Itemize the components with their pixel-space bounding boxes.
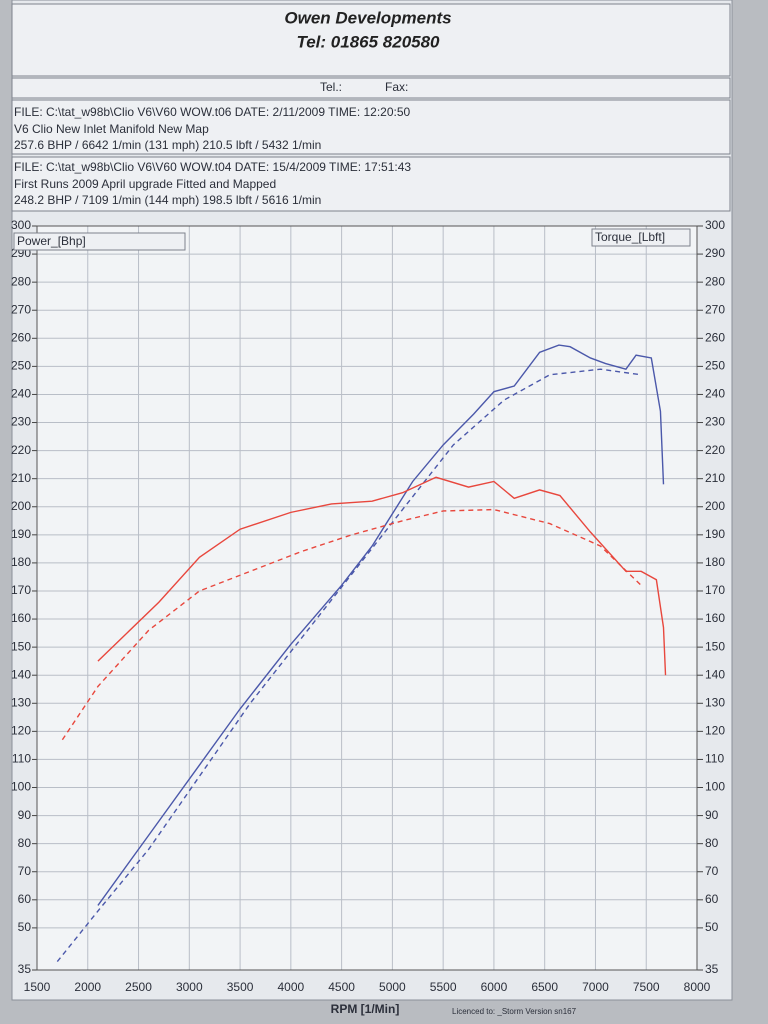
x-axis-label: RPM [1/Min] — [331, 1002, 400, 1016]
y2-tick-label: 50 — [705, 920, 719, 934]
y2-tick-label: 80 — [705, 836, 719, 850]
y2-tick-label: 180 — [705, 555, 725, 569]
x-tick-label: 4000 — [277, 980, 304, 994]
y2-tick-label: 250 — [705, 359, 725, 373]
y-tick-label: 300 — [11, 218, 31, 232]
run-box — [11, 99, 731, 155]
y2-tick-label: 260 — [705, 330, 725, 344]
y-axis-label: Power_[Bhp] — [17, 234, 86, 248]
contact-label: Tel.: — [320, 80, 342, 94]
y-label-box — [13, 232, 186, 251]
y-tick-label: 180 — [11, 555, 31, 569]
y-tick-label: 240 — [11, 387, 31, 401]
y-tick-label: 35 — [18, 962, 32, 976]
y-tick-label: 150 — [11, 639, 31, 653]
plot-area — [37, 226, 697, 970]
y-tick-label: 250 — [11, 359, 31, 373]
y2-tick-label: 170 — [705, 583, 725, 597]
x-tick-label: 5000 — [379, 980, 406, 994]
y-tick-label: 230 — [11, 415, 31, 429]
series-line — [97, 344, 665, 906]
run-summary: 248.2 BHP / 7109 1/min (144 mph) 198.5 l… — [14, 193, 321, 207]
x-tick-label: 1500 — [24, 980, 51, 994]
y-tick-label: 270 — [11, 302, 31, 316]
x-tick-label: 8000 — [684, 980, 711, 994]
x-tick-label: 7000 — [582, 980, 609, 994]
y-tick-label: 170 — [11, 583, 31, 597]
x-tick-label: 4500 — [328, 980, 355, 994]
y-tick-label: 80 — [18, 836, 32, 850]
y2-tick-label: 60 — [705, 892, 719, 906]
series-line — [56, 368, 642, 963]
y-tick-label: 260 — [11, 330, 31, 344]
y2-axis-label: Torque_[Lbft] — [595, 230, 665, 244]
x-tick-label: 6500 — [531, 980, 558, 994]
y2-tick-label: 200 — [705, 499, 725, 513]
chart-subtitle: Tel: 01865 820580 — [296, 32, 440, 51]
y2-tick-label: 240 — [705, 387, 725, 401]
y-tick-label: 160 — [11, 611, 31, 625]
y2-tick-label: 300 — [705, 218, 725, 232]
y-tick-label: 90 — [18, 808, 32, 822]
y-tick-label: 190 — [11, 527, 31, 541]
y2-tick-label: 130 — [705, 695, 725, 709]
x-tick-label: 2000 — [74, 980, 101, 994]
y2-tick-label: 270 — [705, 302, 725, 316]
y2-tick-label: 160 — [705, 611, 725, 625]
y2-tick-label: 150 — [705, 639, 725, 653]
y2-tick-label: 220 — [705, 443, 725, 457]
x-tick-label: 5500 — [430, 980, 457, 994]
x-tick-label: 3500 — [227, 980, 254, 994]
x-tick-label: 7500 — [633, 980, 660, 994]
y-tick-label: 70 — [18, 864, 32, 878]
y-tick-label: 50 — [18, 920, 32, 934]
y2-tick-label: 230 — [705, 415, 725, 429]
y2-tick-label: 120 — [705, 724, 725, 738]
run-description: V6 Clio New Inlet Manifold New Map — [14, 122, 209, 136]
y2-tick-label: 210 — [705, 471, 725, 485]
y-tick-label: 60 — [18, 892, 32, 906]
x-tick-label: 6000 — [481, 980, 508, 994]
run-file: FILE: C:\tat_w98b\Clio V6\V60 WOW.t04 DA… — [14, 160, 411, 174]
y-tick-label: 130 — [11, 695, 31, 709]
x-tick-label: 2500 — [125, 980, 152, 994]
run-file: FILE: C:\tat_w98b\Clio V6\V60 WOW.t06 DA… — [14, 105, 411, 119]
y-tick-label: 140 — [11, 667, 31, 681]
run-description: First Runs 2009 April upgrade Fitted and… — [14, 177, 276, 191]
contact-label: Fax: — [385, 80, 408, 94]
run-box — [11, 156, 731, 212]
y-tick-label: 210 — [11, 471, 31, 485]
y-tick-label: 120 — [11, 724, 31, 738]
y-tick-label: 100 — [11, 780, 31, 794]
y2-tick-label: 100 — [705, 780, 725, 794]
y2-tick-label: 140 — [705, 667, 725, 681]
y-tick-label: 110 — [12, 752, 31, 766]
y2-tick-label: 280 — [705, 274, 725, 288]
series-line — [61, 508, 642, 741]
lines — [56, 344, 667, 963]
y2-tick-label: 190 — [705, 527, 725, 541]
footer: Licenced to: _Storm Version sn167 — [452, 1007, 577, 1016]
title-box — [11, 3, 731, 77]
y2-label-box — [591, 228, 691, 247]
series-line — [97, 476, 667, 676]
x-tick-label: 3000 — [176, 980, 203, 994]
contact-box — [11, 77, 731, 99]
y-tick-label: 200 — [11, 499, 31, 513]
chart-title: Owen Developments — [284, 8, 451, 27]
y2-tick-label: 110 — [705, 752, 724, 766]
y-tick-label: 220 — [11, 443, 31, 457]
y2-tick-label: 290 — [705, 246, 725, 260]
plot-frame — [36, 225, 698, 971]
run-summary: 257.6 BHP / 6642 1/min (131 mph) 210.5 l… — [14, 138, 321, 152]
y-tick-label: 280 — [11, 274, 31, 288]
y2-tick-label: 90 — [705, 808, 719, 822]
y2-tick-label: 35 — [705, 962, 719, 976]
y2-tick-label: 70 — [705, 864, 719, 878]
